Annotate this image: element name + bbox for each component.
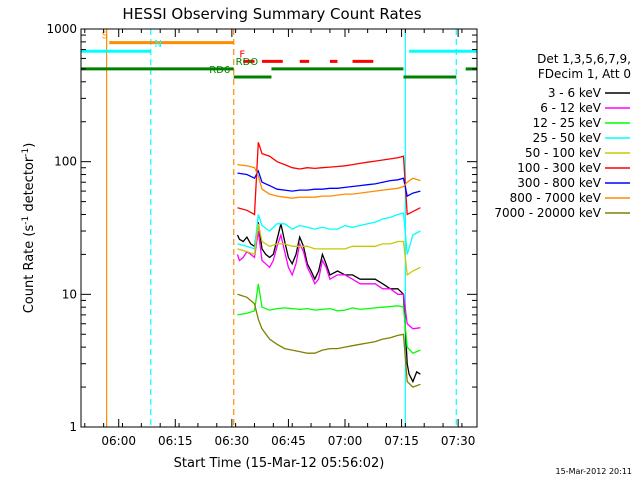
flag-label-rd6: RD6: [209, 65, 230, 76]
x-axis-title: Start Time (15-Mar-12 05:56:02): [174, 456, 385, 471]
series-line-50-100-kev: [237, 223, 421, 277]
legend-label-12-25-kev: 12 - 25 keV: [533, 116, 602, 130]
series-line-25-50-kev: [237, 212, 421, 255]
flag-label-n: N: [155, 39, 162, 50]
legend-label-6-12-kev: 6 - 12 keV: [540, 101, 602, 115]
flag-label-s: S: [102, 31, 108, 42]
x-tick-label: 06:15: [158, 434, 193, 448]
chart-title: HESSI Observing Summary Count Rates: [122, 5, 421, 23]
legend-label-50-100-kev: 50 - 100 keV: [525, 146, 602, 160]
series-line-3-6-kev: [236, 222, 421, 384]
x-tick-label: 07:30: [441, 434, 476, 448]
x-tick-label: 06:45: [271, 434, 306, 448]
series-line-300-800-kev: [237, 169, 421, 198]
timestamp: 15-Mar-2012 20:11: [556, 467, 633, 476]
y-axis-title-end: ): [22, 143, 37, 148]
legend-label-100-300-kev: 100 - 300 keV: [517, 161, 601, 175]
y-axis-title-sup2: -1: [21, 148, 31, 157]
y-tick-label: 100: [54, 155, 77, 169]
y-axis-title-main: Count Rate (s: [22, 225, 37, 314]
y-axis-title-sup: -1: [21, 216, 31, 225]
legend-label-800-7000-kev: 800 - 7000 keV: [510, 191, 602, 205]
series-line-12-25-kev: [237, 283, 421, 354]
x-tick-label: 07:15: [384, 434, 419, 448]
legend: Det 1,3,5,6,7,9, FDecim 1, Att 0 3 - 6 k…: [494, 52, 631, 220]
plot-frame: [80, 28, 478, 428]
legend-header-line: Det 1,3,5,6,7,9,: [537, 52, 631, 66]
legend-header-line: FDecim 1, Att 0: [538, 67, 631, 81]
x-axis: 06:00 06:15 06:30 06:45 07:00 07:15 07:30: [84, 29, 476, 448]
y-tick-label: 1000: [46, 22, 77, 36]
flag-label-rdo: RDO: [236, 57, 259, 68]
x-tick-label: 06:30: [215, 434, 250, 448]
legend-label-7000-20000-kev: 7000 - 20000 keV: [494, 206, 601, 220]
series-line-800-7000-kev: [237, 163, 421, 199]
series-line-100-300-kev: [237, 142, 421, 216]
series-line-7000-20000-kev: [237, 293, 421, 388]
y-axis-title: Count Rate (s-1 detector-1): [21, 143, 37, 314]
legend-label-3-6-kev: 3 - 6 keV: [548, 86, 602, 100]
x-tick-label: 06:00: [101, 434, 136, 448]
series-line-6-12-kev: [236, 230, 421, 330]
y-axis-title-mid: detector: [22, 156, 37, 216]
x-tick-label: 07:00: [328, 434, 363, 448]
y-tick-label: 10: [62, 287, 77, 301]
y-tick-label: 1: [69, 420, 77, 434]
legend-label-300-800-kev: 300 - 800 keV: [517, 176, 601, 190]
y-axis: 1 10 100 1000: [46, 22, 477, 434]
flag-label-f: F: [239, 49, 245, 60]
legend-label-25-50-kev: 25 - 50 keV: [533, 131, 602, 145]
